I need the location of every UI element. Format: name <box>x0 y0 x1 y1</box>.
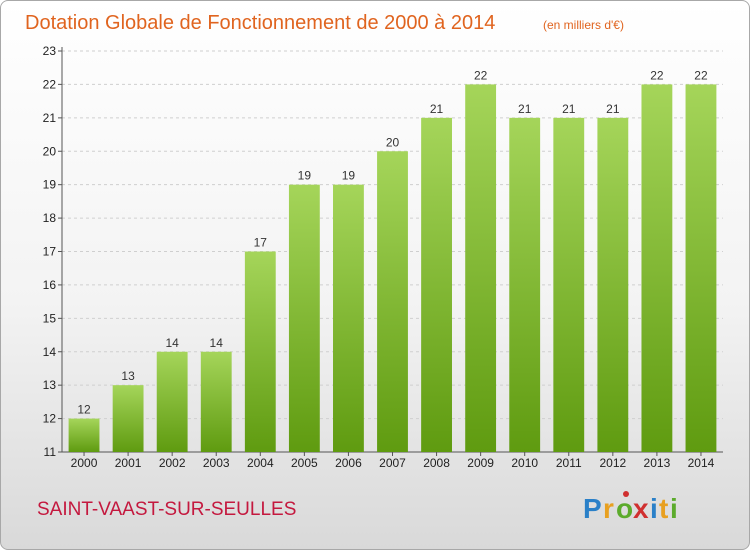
y-tick-label: 22 <box>43 77 57 91</box>
y-tick-label: 18 <box>43 211 57 225</box>
x-tick-label: 2011 <box>556 456 582 470</box>
y-tick-label: 20 <box>43 144 57 158</box>
bar <box>421 117 452 452</box>
logo-letter: i <box>670 493 678 524</box>
x-tick-label: 2005 <box>291 456 318 470</box>
x-tick-label: 2008 <box>423 456 450 470</box>
chart-subtitle: (en milliers d'€) <box>543 18 624 32</box>
x-tick-label: 2010 <box>511 456 538 470</box>
x-tick-label: 2013 <box>644 456 671 470</box>
data-label: 20 <box>386 135 400 149</box>
x-tick-label: 2003 <box>203 456 230 470</box>
data-label: 21 <box>518 102 532 116</box>
x-tick-label: 2009 <box>467 456 494 470</box>
logo-letter: x <box>633 493 649 524</box>
commune-name: SAINT-VAAST-SUR-SEULLES <box>37 499 296 520</box>
bar <box>509 117 541 452</box>
data-label: 21 <box>562 102 576 116</box>
bar <box>288 184 320 452</box>
value-labels: 12 13 14 14 17 19 19 20 21 22 21 21 21 22 22 <box>77 68 708 416</box>
y-tick-label: 15 <box>43 311 57 325</box>
data-label: 22 <box>650 68 664 82</box>
x-tick-label: 2004 <box>247 456 274 470</box>
bar <box>333 184 364 452</box>
chart-title: Dotation Globale de Fonctionnement de 20… <box>25 12 495 34</box>
bar <box>685 84 717 453</box>
bar <box>465 84 497 453</box>
y-tick-label: 11 <box>44 445 57 459</box>
bar <box>156 351 188 452</box>
data-label: 17 <box>254 236 268 250</box>
data-label: 22 <box>694 68 708 82</box>
bar <box>244 251 276 452</box>
bar <box>553 117 585 452</box>
y-tick-label: 12 <box>43 412 57 426</box>
y-tick-label: 19 <box>43 178 57 192</box>
data-label: 22 <box>474 68 488 82</box>
data-label: 19 <box>342 169 356 183</box>
logo-letter: t <box>659 493 668 524</box>
x-tick-label: 2014 <box>688 456 715 470</box>
x-tick-label: 2012 <box>599 456 626 470</box>
x-tick-label: 2007 <box>379 456 406 470</box>
x-tick-label: 2006 <box>335 456 362 470</box>
bars <box>68 84 717 453</box>
y-tick-label: 13 <box>43 378 57 392</box>
tick-labels: 11 12 13 14 15 16 17 18 19 20 21 22 23 2000 2001 2002 20… <box>43 44 715 470</box>
data-label: 14 <box>210 336 224 350</box>
bar <box>112 385 144 452</box>
y-tick-label: 14 <box>43 345 57 359</box>
bar <box>641 84 673 453</box>
data-label: 21 <box>430 102 444 116</box>
logo-letter: i <box>650 493 658 524</box>
y-tick-label: 17 <box>43 245 57 259</box>
x-tick-label: 2000 <box>71 456 98 470</box>
data-label: 12 <box>77 403 91 417</box>
bar <box>68 418 100 452</box>
logo-letter: o <box>616 493 633 524</box>
logo-letter: P <box>583 493 602 524</box>
y-tick-label: 21 <box>43 111 57 125</box>
data-label: 21 <box>606 102 620 116</box>
y-tick-label: 23 <box>43 44 57 58</box>
data-label: 19 <box>298 169 312 183</box>
data-label: 13 <box>121 369 135 383</box>
bar <box>377 151 408 452</box>
x-tick-label: 2001 <box>115 456 142 470</box>
logo-letter: r <box>603 493 614 524</box>
x-tick-label: 2002 <box>159 456 186 470</box>
bar <box>200 351 232 452</box>
y-tick-label: 16 <box>43 278 57 292</box>
data-label: 14 <box>165 336 179 350</box>
bar <box>597 117 629 452</box>
logo-dot-icon <box>623 491 629 497</box>
